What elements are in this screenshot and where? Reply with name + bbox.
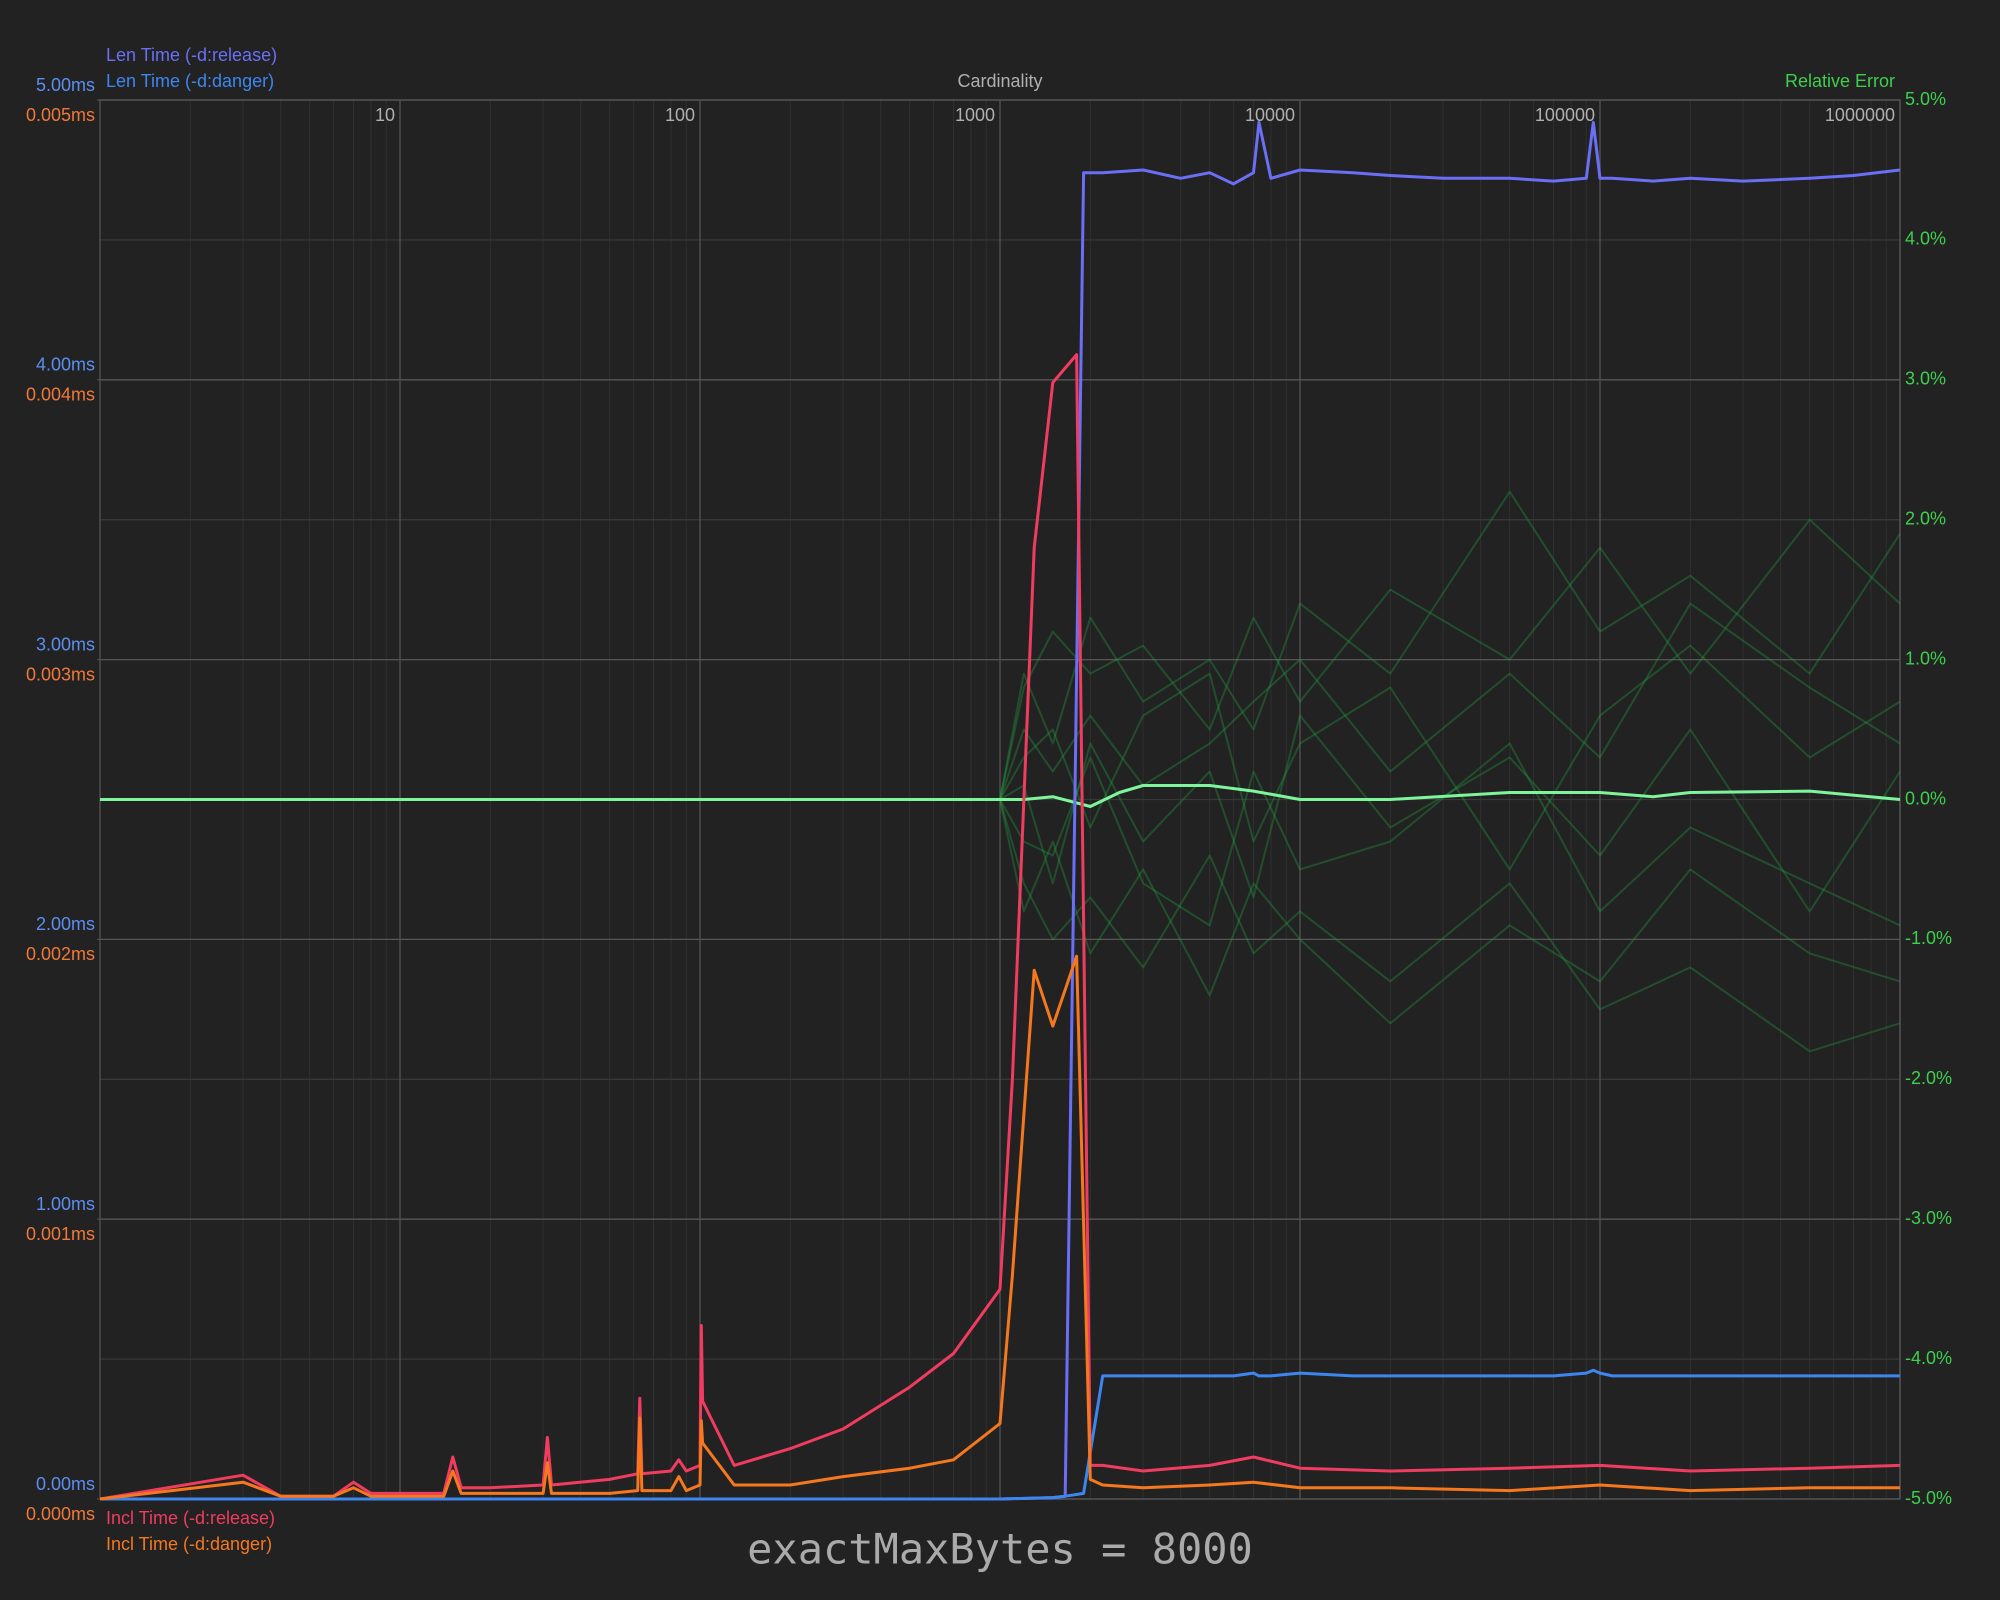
y3-tick-label: 4.0%	[1905, 229, 1946, 249]
x-tick-label: 100	[665, 105, 695, 125]
y3-tick-label: -1.0%	[1905, 928, 1952, 948]
y3-tick-label: 1.0%	[1905, 648, 1946, 668]
error-trace	[999, 490, 1901, 800]
error-trace	[999, 602, 1901, 800]
y3-tick-label: 5.0%	[1905, 89, 1946, 109]
series-line	[99, 353, 1901, 1501]
series-line	[99, 954, 1900, 1501]
y-tick-label: 2.00ms	[36, 914, 95, 934]
y-tick-label: 1.00ms	[36, 1194, 95, 1214]
error-trace	[999, 644, 1901, 871]
y3-axis-title: Relative Error	[1785, 71, 1895, 91]
y2-tick-label: 0.003ms	[26, 664, 95, 684]
series-line	[100, 1368, 1900, 1501]
x-tick-label: 10	[375, 105, 395, 125]
y-tick-label: 4.00ms	[36, 355, 95, 375]
y3-tick-label: -4.0%	[1905, 1348, 1952, 1368]
error-trace	[999, 742, 1901, 927]
y2-tick-label: 0.004ms	[26, 385, 95, 405]
y3-tick-label: -2.0%	[1905, 1068, 1952, 1088]
legend-label: Len Time (-d:release)	[106, 45, 277, 65]
y-tick-label: 5.00ms	[36, 75, 95, 95]
series-line	[100, 784, 1901, 808]
y-tick-label: 3.00ms	[36, 634, 95, 654]
x-axis-title: Cardinality	[957, 71, 1042, 91]
x-tick-label: 10000	[1245, 105, 1295, 125]
error-trace	[999, 799, 1901, 1053]
y3-tick-label: 3.0%	[1905, 369, 1946, 389]
x-tick-label: 100000	[1535, 105, 1595, 125]
caption: exactMaxBytes = 8000	[747, 1525, 1253, 1574]
y-tick-label: 0.00ms	[36, 1474, 95, 1494]
y3-tick-label: 0.0%	[1905, 788, 1946, 808]
y3-tick-label: -5.0%	[1905, 1488, 1952, 1508]
y3-tick-label: -3.0%	[1905, 1208, 1952, 1228]
error-trace	[999, 799, 1901, 1025]
error-trace	[999, 518, 1901, 800]
y2-tick-label: 0.001ms	[26, 1224, 95, 1244]
y2-tick-label: 0.005ms	[26, 105, 95, 125]
y2-tick-label: 0.000ms	[26, 1504, 95, 1524]
x-tick-label: 1000000	[1825, 105, 1895, 125]
legend-label: Incl Time (-d:release)	[106, 1508, 275, 1528]
legend-label: Incl Time (-d:danger)	[106, 1534, 272, 1554]
legend-label: Len Time (-d:danger)	[106, 71, 274, 91]
y2-tick-label: 0.002ms	[26, 944, 95, 964]
y3-tick-label: 2.0%	[1905, 508, 1946, 528]
error-trace	[999, 714, 1901, 913]
x-tick-label: 1000	[955, 105, 995, 125]
